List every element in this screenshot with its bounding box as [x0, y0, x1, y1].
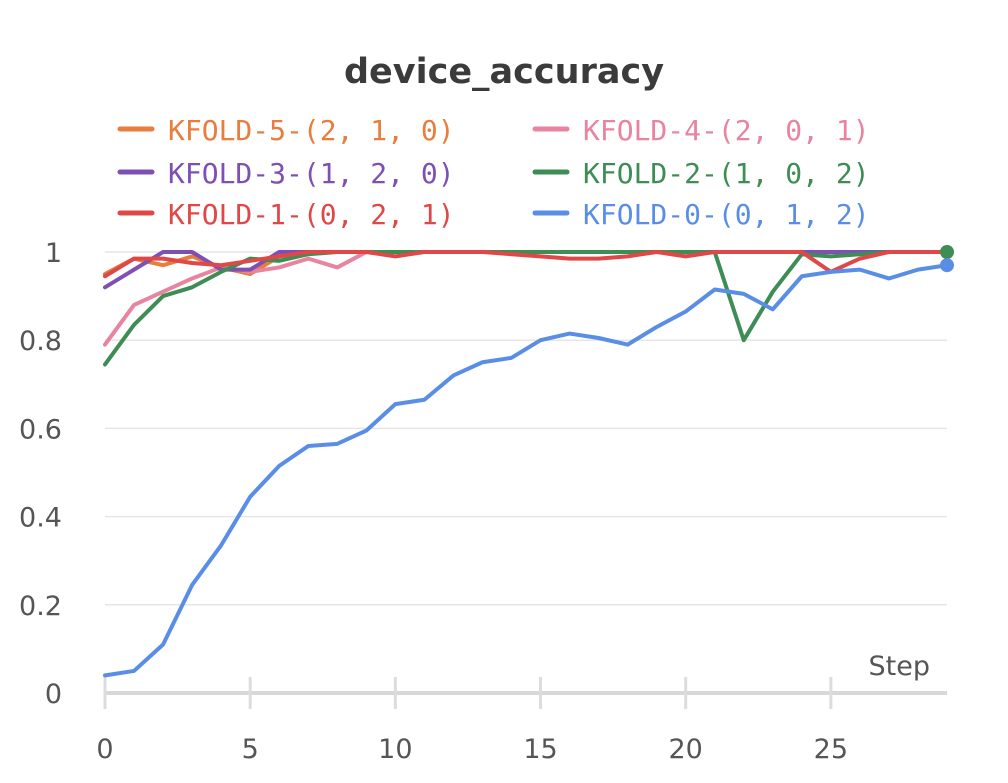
y-tick-label: 0.8 — [19, 326, 62, 357]
y-tick-label: 0.6 — [19, 414, 62, 445]
legend-label: KFOLD-3-(1, 2, 0) — [168, 157, 455, 190]
legend-label: KFOLD-1-(0, 2, 1) — [168, 198, 455, 231]
x-axis-label: Step — [869, 651, 930, 682]
y-tick-label: 0.4 — [19, 503, 62, 534]
legend-label: KFOLD-2-(1, 0, 2) — [583, 157, 870, 190]
y-tick-label: 0.2 — [19, 591, 62, 622]
x-tick-label: 0 — [96, 734, 113, 765]
series-endpoint-marker — [940, 245, 954, 259]
legend-label: KFOLD-5-(2, 1, 0) — [168, 114, 455, 147]
series-line — [103, 263, 949, 678]
legend-label: KFOLD-0-(0, 1, 2) — [583, 198, 870, 231]
legend-label: KFOLD-4-(2, 0, 1) — [583, 114, 870, 147]
x-tick-label: 5 — [242, 734, 259, 765]
x-tick-label: 10 — [378, 734, 412, 765]
y-tick-label: 0 — [45, 679, 62, 710]
chart-title: device_accuracy — [343, 52, 665, 92]
x-tick-label: 20 — [669, 734, 703, 765]
x-tick-label: 25 — [814, 734, 848, 765]
x-tick-label: 15 — [523, 734, 557, 765]
series-line — [103, 250, 949, 279]
y-tick-label: 1 — [45, 238, 62, 269]
series-endpoint-marker — [940, 258, 954, 273]
